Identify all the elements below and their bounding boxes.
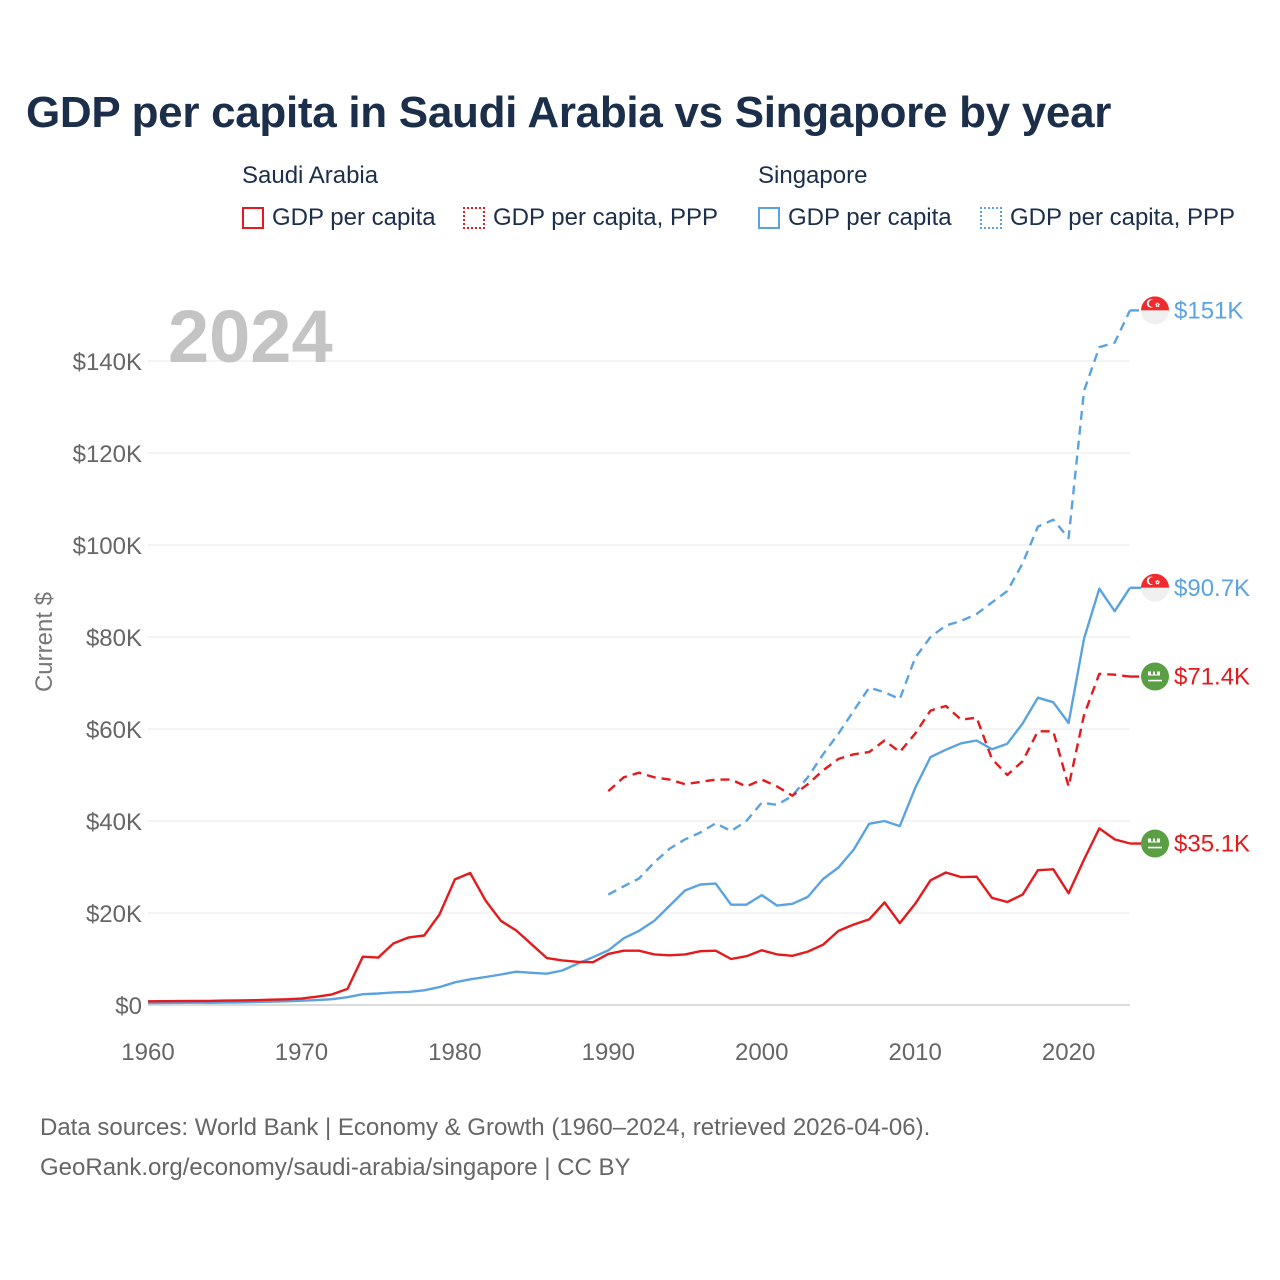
legend-label: GDP per capita — [272, 204, 436, 231]
legend-singapore-gdp-ppp[interactable]: GDP per capita, PPP — [980, 204, 1235, 232]
saudi-arabia-flag-icon — [1141, 662, 1169, 691]
legend-label: GDP per capita, PPP — [493, 204, 718, 231]
series-line-3[interactable] — [147, 827, 1131, 1003]
singapore-flag-icon — [1141, 573, 1169, 602]
legend-label: GDP per capita — [788, 204, 952, 231]
x-tick-label: 1960 — [121, 1039, 174, 1066]
legend-swatch-dotted-red — [463, 207, 485, 229]
source-url[interactable]: GeoRank.org/economy/saudi-arabia/singapo… — [40, 1154, 631, 1181]
series-line-0[interactable] — [607, 309, 1132, 896]
y-tick-label: $80K — [86, 625, 142, 652]
legend-group-singapore: Singapore — [758, 162, 868, 189]
y-tick-label: $120K — [73, 441, 142, 468]
legend-saudi-gdp[interactable]: GDP per capita — [242, 204, 436, 232]
legend-group-saudi-arabia: Saudi Arabia — [242, 162, 379, 189]
legend-label: GDP per capita, PPP — [1010, 204, 1235, 231]
legend-swatch-solid-red — [242, 207, 264, 229]
x-tick-label: 2020 — [1042, 1039, 1095, 1066]
end-value-label: $151K — [1174, 297, 1243, 324]
year-watermark: 2024 — [168, 295, 333, 378]
singapore-flag-icon — [1141, 296, 1169, 325]
chart-title: GDP per capita in Saudi Arabia vs Singap… — [26, 88, 1112, 137]
source-line: Data sources: World Bank | Economy & Gro… — [40, 1114, 931, 1141]
y-axis-label: Current $ — [31, 592, 58, 692]
legend-swatch-solid-blue — [758, 207, 780, 229]
x-tick-label: 2000 — [735, 1039, 788, 1066]
line-chart: 2024 $0 $20K $40K $60K $80K $100K $120K $140K 1… — [31, 295, 1250, 1066]
y-tick-label: $40K — [86, 809, 142, 836]
end-value-label: $71.4K — [1174, 664, 1250, 691]
end-value-label: $35.1K — [1174, 831, 1250, 858]
y-tick-label: $100K — [73, 533, 142, 560]
legend-singapore-gdp[interactable]: GDP per capita — [758, 204, 952, 232]
saudi-arabia-flag-icon — [1141, 829, 1169, 858]
end-value-label: $90.7K — [1174, 575, 1250, 602]
source-note: Data sources: World Bank | Economy & Gro… — [40, 1108, 930, 1188]
y-tick-label: $60K — [86, 717, 142, 744]
y-tick-label: $0 — [115, 993, 142, 1020]
series-line-2[interactable] — [607, 672, 1131, 797]
x-tick-label: 1990 — [582, 1039, 635, 1066]
series-line-1[interactable] — [147, 587, 1132, 1005]
y-tick-label: $20K — [86, 901, 142, 928]
y-tick-label: $140K — [73, 349, 142, 376]
legend-saudi-gdp-ppp[interactable]: GDP per capita, PPP — [463, 204, 718, 232]
legend-swatch-dotted-blue — [980, 207, 1002, 229]
x-tick-label: 1980 — [428, 1039, 481, 1066]
x-tick-label: 2010 — [888, 1039, 941, 1066]
x-tick-label: 1970 — [275, 1039, 328, 1066]
